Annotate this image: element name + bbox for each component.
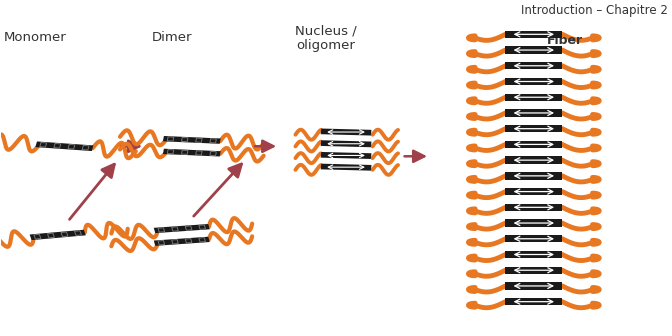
Polygon shape bbox=[196, 138, 202, 142]
Bar bbox=[505, 282, 562, 290]
Polygon shape bbox=[167, 150, 174, 154]
Polygon shape bbox=[158, 241, 165, 245]
Polygon shape bbox=[48, 233, 54, 238]
Bar bbox=[505, 172, 562, 179]
Polygon shape bbox=[68, 144, 75, 149]
Polygon shape bbox=[40, 142, 46, 147]
Polygon shape bbox=[185, 226, 192, 230]
Polygon shape bbox=[321, 152, 372, 159]
Polygon shape bbox=[199, 238, 206, 242]
Polygon shape bbox=[171, 227, 178, 231]
Text: Fiber: Fiber bbox=[547, 34, 583, 47]
Polygon shape bbox=[82, 145, 89, 150]
Bar bbox=[505, 266, 562, 274]
Text: Nucleus /
oligomer: Nucleus / oligomer bbox=[295, 24, 357, 52]
Bar bbox=[505, 125, 562, 132]
Polygon shape bbox=[30, 230, 86, 240]
Polygon shape bbox=[163, 149, 220, 157]
Bar bbox=[505, 141, 562, 148]
Polygon shape bbox=[196, 151, 202, 155]
Polygon shape bbox=[171, 240, 178, 244]
Polygon shape bbox=[181, 150, 188, 155]
Polygon shape bbox=[210, 139, 216, 143]
Polygon shape bbox=[210, 152, 216, 156]
Text: Dimer: Dimer bbox=[152, 31, 192, 44]
Bar bbox=[505, 219, 562, 227]
Polygon shape bbox=[154, 237, 210, 246]
Bar bbox=[505, 188, 562, 195]
Bar bbox=[505, 31, 562, 38]
Bar bbox=[505, 78, 562, 85]
Polygon shape bbox=[34, 235, 41, 239]
Polygon shape bbox=[163, 136, 220, 144]
Polygon shape bbox=[154, 224, 210, 233]
Bar bbox=[505, 93, 562, 101]
Bar bbox=[505, 298, 562, 305]
Bar bbox=[505, 109, 562, 117]
Text: Introduction – Chapitre 2: Introduction – Chapitre 2 bbox=[521, 4, 668, 17]
Bar bbox=[505, 62, 562, 70]
Bar bbox=[505, 46, 562, 54]
Polygon shape bbox=[199, 225, 206, 229]
Bar bbox=[505, 235, 562, 243]
Bar bbox=[505, 251, 562, 258]
Polygon shape bbox=[167, 137, 174, 141]
Polygon shape bbox=[185, 239, 192, 243]
Bar bbox=[505, 204, 562, 211]
Polygon shape bbox=[321, 129, 372, 135]
Text: Monomer: Monomer bbox=[4, 31, 67, 44]
Bar bbox=[505, 157, 562, 164]
Polygon shape bbox=[61, 232, 68, 237]
Polygon shape bbox=[158, 228, 165, 232]
Polygon shape bbox=[36, 141, 93, 151]
Polygon shape bbox=[54, 143, 60, 148]
Polygon shape bbox=[75, 231, 81, 236]
Polygon shape bbox=[321, 164, 372, 171]
Polygon shape bbox=[181, 137, 188, 142]
Polygon shape bbox=[321, 140, 372, 147]
